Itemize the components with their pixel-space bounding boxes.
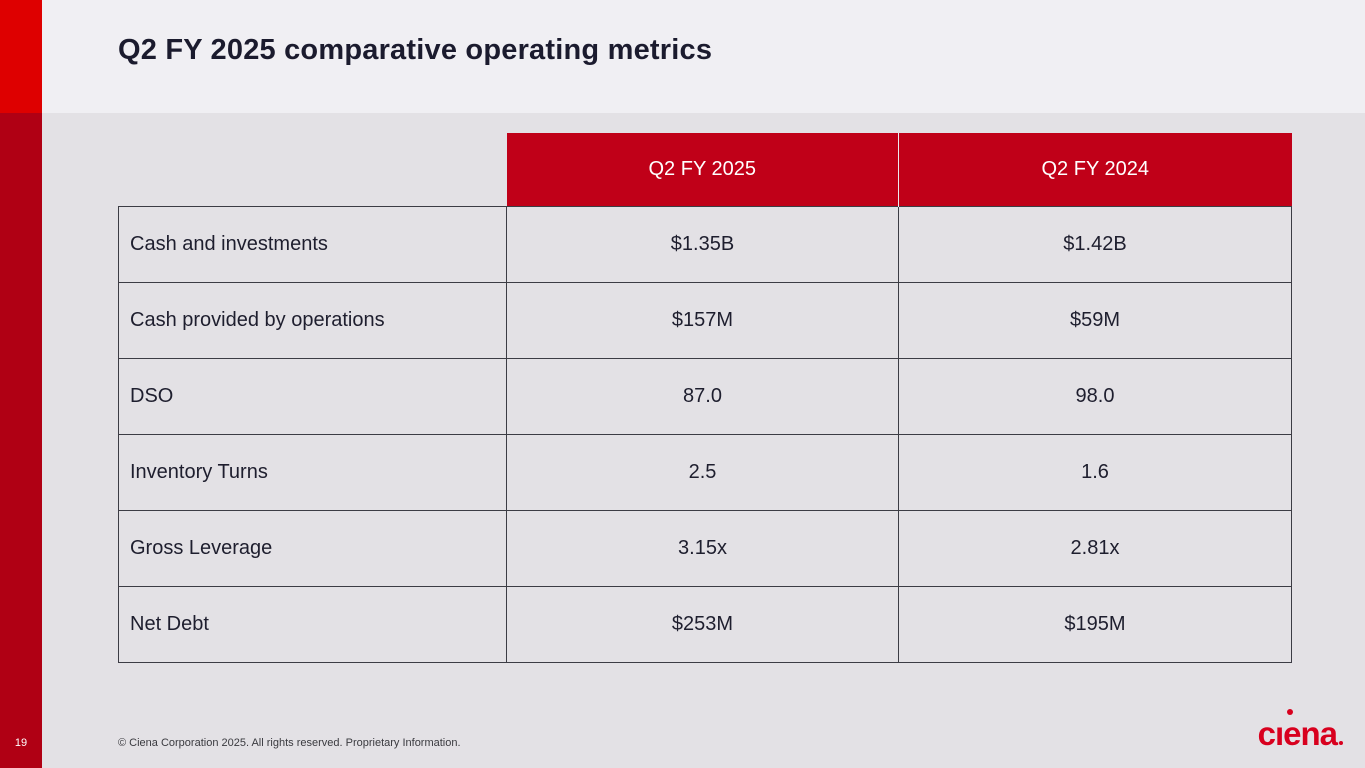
table-row: Gross Leverage 3.15x 2.81x: [118, 509, 1292, 587]
table-row: Net Debt $253M $195M: [118, 585, 1292, 663]
metric-value-fy2025: 87.0: [506, 357, 899, 435]
page-number: 19: [14, 737, 28, 749]
metric-value-fy2024: 1.6: [898, 433, 1292, 511]
ciena-logo: cı ena: [1257, 709, 1343, 754]
metrics-table: Q2 FY 2025 Q2 FY 2024 Cash and investmen…: [118, 133, 1292, 663]
logo-text-start: cı: [1257, 715, 1285, 752]
metric-label: Net Debt: [118, 585, 507, 663]
page-title: Q2 FY 2025 comparative operating metrics: [118, 33, 713, 66]
metric-label: Cash and investments: [118, 205, 507, 283]
metric-value-fy2024: 98.0: [898, 357, 1292, 435]
logo-e-dot-icon: [1287, 709, 1294, 715]
metric-value-fy2025: $157M: [506, 281, 899, 359]
table-row: Cash provided by operations $157M $59M: [118, 281, 1292, 359]
header-spacer: [119, 133, 507, 206]
copyright-text: © Ciena Corporation 2025. All rights res…: [118, 737, 461, 749]
table-header-row: Q2 FY 2025 Q2 FY 2024: [119, 133, 1292, 206]
metric-value-fy2025: $253M: [506, 585, 899, 663]
table-row: Inventory Turns 2.5 1.6: [118, 433, 1292, 511]
metric-value-fy2025: 2.5: [506, 433, 899, 511]
metric-label: Cash provided by operations: [118, 281, 507, 359]
table-row: Cash and investments $1.35B $1.42B: [118, 205, 1292, 283]
metric-label: Gross Leverage: [118, 509, 507, 587]
logo-trademark-dot-icon: [1339, 741, 1343, 745]
column-header-q2-fy-2025: Q2 FY 2025: [506, 133, 899, 206]
metric-label: DSO: [118, 357, 507, 435]
metric-label: Inventory Turns: [118, 433, 507, 511]
metric-value-fy2024: $59M: [898, 281, 1292, 359]
metric-value-fy2025: 3.15x: [506, 509, 899, 587]
column-header-q2-fy-2024: Q2 FY 2024: [898, 133, 1292, 206]
logo-text-end: na: [1300, 715, 1338, 752]
title-band: [42, 0, 1365, 113]
metric-value-fy2024: $1.42B: [898, 205, 1292, 283]
table-row: DSO 87.0 98.0: [118, 357, 1292, 435]
metric-value-fy2024: $195M: [898, 585, 1292, 663]
logo-text-mid: e: [1283, 715, 1301, 752]
metric-value-fy2024: 2.81x: [898, 509, 1292, 587]
left-accent-bar-bottom: [0, 113, 42, 768]
left-accent-bar-top: [0, 0, 42, 113]
metric-value-fy2025: $1.35B: [506, 205, 899, 283]
